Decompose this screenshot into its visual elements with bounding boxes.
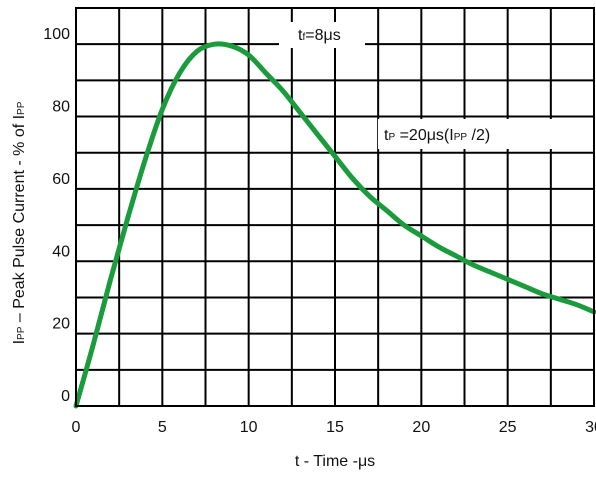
plot-frame xyxy=(75,7,595,407)
tp-annotation-sub2: PP xyxy=(454,132,468,143)
y-tick-label: 60 xyxy=(52,171,70,188)
tf-annotation: tf=8μs xyxy=(298,27,341,44)
x-tick-label: 0 xyxy=(72,419,81,436)
x-tick-label: 10 xyxy=(240,419,258,436)
y-tick-label: 0 xyxy=(61,388,70,405)
y-tick-label: 20 xyxy=(52,316,70,333)
x-tick-labels: 0 5 10 15 20 25 30 xyxy=(72,419,596,436)
grid-lines xyxy=(76,8,594,406)
y-tick-label: 40 xyxy=(52,243,70,260)
y-tick-label: 100 xyxy=(43,26,70,43)
y-axis-title-i: I xyxy=(11,340,28,344)
y-axis-title-text: – Peak Pulse Current - % of I xyxy=(11,115,28,327)
tf-annotation-sub: f xyxy=(302,32,305,43)
tp-annotation-t: t xyxy=(384,127,389,144)
tp-annotation-end: /2) xyxy=(467,127,490,144)
y-axis-title-sub1: PP xyxy=(16,326,27,340)
x-tick-label: 30 xyxy=(585,419,596,436)
tp-annotation-sub1: P xyxy=(388,132,395,143)
tp-annotation-background xyxy=(378,119,556,149)
series-line-pulse-current xyxy=(73,41,596,409)
tp-annotation-mid: =20μs(I xyxy=(395,127,454,144)
tf-annotation-value: =8μs xyxy=(305,27,340,44)
tp-annotation: tP =20μs(IPP /2) xyxy=(384,127,490,144)
x-tick-label: 25 xyxy=(499,419,517,436)
x-tick-label: 15 xyxy=(326,419,344,436)
tf-annotation-t: t xyxy=(298,27,303,44)
y-tick-label: 80 xyxy=(52,99,70,116)
x-tick-label: 20 xyxy=(412,419,430,436)
x-axis-title: t - Time -μs xyxy=(295,453,375,470)
y-axis-title-sub2: PP xyxy=(16,101,27,115)
y-axis-title: IPP – Peak Pulse Current - % of IPP xyxy=(11,101,28,344)
tf-annotation-background xyxy=(279,22,365,48)
y-tick-labels: 0 20 40 60 80 100 xyxy=(43,26,70,405)
x-tick-label: 5 xyxy=(158,419,167,436)
